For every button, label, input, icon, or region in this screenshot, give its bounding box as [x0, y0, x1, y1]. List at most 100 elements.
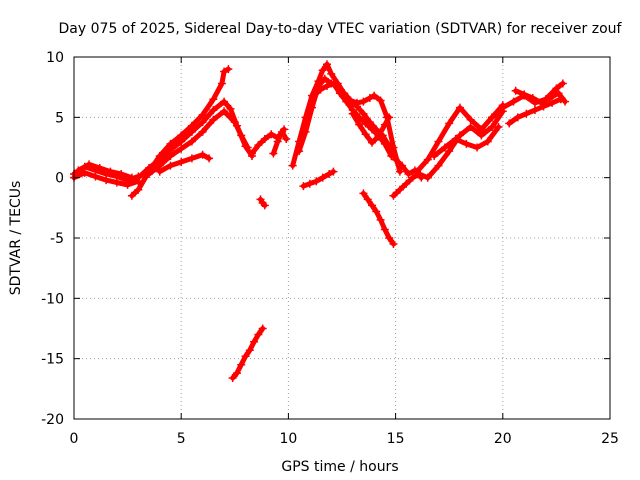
data-point: [513, 113, 522, 122]
x-tick-label: 20: [494, 431, 512, 447]
data-point: [85, 160, 94, 169]
data-point: [466, 122, 475, 131]
data-point: [117, 170, 126, 179]
series-track: [311, 81, 394, 159]
x-tick-label: 25: [601, 431, 619, 447]
data-point: [385, 234, 394, 242]
data-point: [155, 167, 164, 176]
data-point: [127, 191, 136, 200]
data-point: [445, 147, 454, 156]
data-point: [509, 97, 518, 106]
data-point: [528, 94, 537, 103]
data-point: [299, 182, 308, 191]
data-point: [558, 79, 567, 88]
series-track: [270, 129, 289, 156]
data-point: [166, 151, 175, 160]
data-point: [359, 97, 368, 106]
data-point: [316, 85, 325, 94]
data-point: [187, 137, 196, 146]
data-point: [348, 109, 357, 118]
data-point: [187, 127, 196, 136]
data-point: [177, 157, 186, 166]
x-tick-label: 5: [177, 431, 186, 447]
data-point: [370, 91, 379, 100]
data-point: [198, 110, 207, 119]
data-point: [307, 103, 316, 112]
data-point: [376, 215, 385, 224]
y-tick-label: -5: [50, 231, 64, 247]
data-point: [494, 122, 503, 131]
data-point: [365, 94, 374, 103]
data-point: [177, 144, 186, 153]
data-point: [440, 143, 449, 152]
data-point: [318, 173, 327, 182]
data-point: [372, 207, 381, 216]
data-points: [70, 60, 569, 382]
chart-title: Day 075 of 2025, Sidereal Day-to-day VTE…: [59, 21, 623, 37]
y-tick-label: 5: [55, 110, 64, 126]
data-point: [134, 173, 143, 182]
data-point: [209, 106, 218, 115]
data-point: [361, 119, 370, 128]
y-tick-label: -10: [41, 291, 64, 307]
data-point: [353, 102, 362, 111]
data-point: [434, 161, 443, 170]
data-point: [301, 127, 310, 136]
data-point: [389, 240, 398, 249]
data-point: [217, 79, 226, 88]
data-point: [385, 113, 394, 122]
data-point: [205, 154, 214, 163]
data-point: [134, 185, 143, 194]
data-point: [187, 154, 196, 163]
data-point: [102, 176, 111, 185]
data-point: [220, 97, 229, 106]
data-point: [237, 360, 246, 369]
data-point: [368, 138, 377, 147]
data-point: [95, 164, 104, 173]
data-point: [554, 89, 563, 98]
data-point: [368, 125, 377, 134]
axes: 0 5 10 15 20 25 -20 -15 -10 -5 0 5 10: [41, 50, 619, 447]
y-tick-label: -15: [41, 352, 64, 368]
data-point: [325, 170, 334, 179]
y-tick-label: 0: [55, 171, 64, 187]
data-point: [408, 173, 417, 182]
data-point: [237, 131, 246, 140]
data-point: [318, 66, 327, 75]
data-point: [243, 143, 252, 152]
data-point: [368, 201, 377, 210]
data-point: [80, 168, 89, 177]
grid-lines: [74, 57, 610, 419]
data-point: [359, 189, 368, 198]
data-point: [312, 177, 321, 186]
data-point: [322, 81, 331, 90]
x-axis-label: GPS time / hours: [281, 459, 398, 475]
data-point: [198, 127, 207, 136]
data-point: [282, 135, 291, 144]
data-point: [288, 161, 297, 170]
data-point: [430, 151, 439, 160]
y-tick-label: 10: [46, 50, 64, 66]
data-point: [560, 97, 569, 106]
data-point: [198, 118, 207, 127]
data-point: [269, 149, 278, 158]
data-point: [177, 137, 186, 146]
data-point: [389, 191, 398, 200]
data-point: [488, 113, 497, 122]
data-point: [455, 103, 464, 112]
data-point: [455, 131, 464, 140]
data-point: [380, 139, 389, 148]
series-track: [129, 66, 231, 199]
data-point: [359, 109, 368, 118]
x-tick-label: 0: [70, 431, 79, 447]
data-point: [380, 225, 389, 234]
data-point: [260, 135, 269, 144]
data-point: [241, 352, 250, 361]
data-point: [413, 167, 422, 176]
data-point: [537, 98, 546, 107]
y-tick-label: -20: [41, 412, 64, 428]
data-point: [220, 67, 229, 76]
data-point: [305, 179, 314, 188]
data-point: [273, 137, 282, 146]
